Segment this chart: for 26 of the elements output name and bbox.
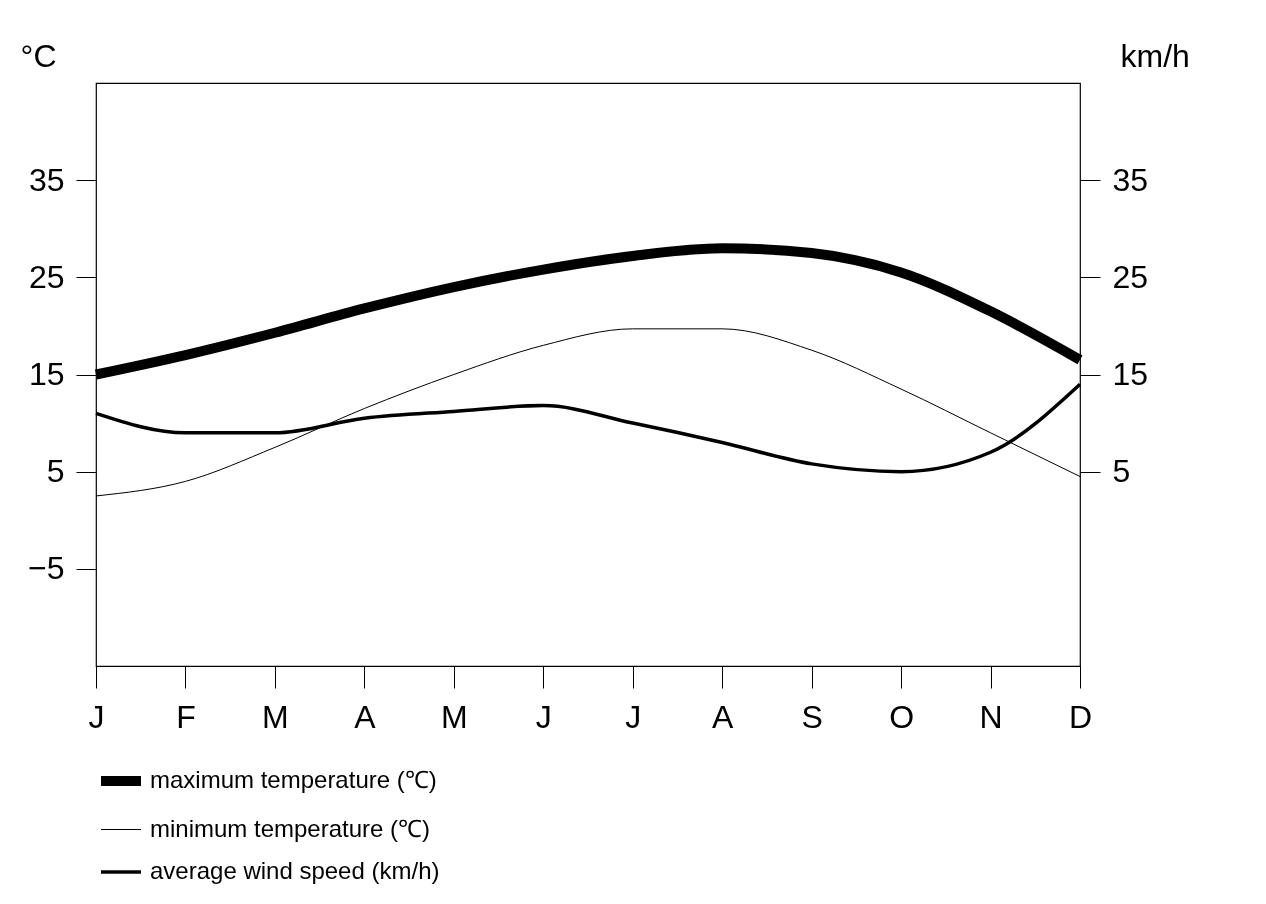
y2-tick-label: 15 bbox=[1112, 356, 1149, 392]
y2-axis-title: km/h bbox=[1120, 37, 1190, 74]
x-tick-label: M bbox=[262, 698, 289, 735]
x-tick-label: O bbox=[889, 698, 915, 735]
x-tick-label: A bbox=[712, 698, 735, 735]
y-tick-label: 25 bbox=[28, 258, 65, 295]
x-tick-label: M bbox=[440, 698, 468, 735]
y2-tick-label: 5 bbox=[1112, 453, 1131, 490]
x-tick-label: N bbox=[979, 698, 1003, 735]
x-tick-label: F bbox=[176, 698, 196, 735]
y-tick-label: 15 bbox=[28, 356, 65, 392]
legend-label: maximum temperature (℃) bbox=[150, 766, 437, 793]
legend-label: average wind speed (km/h) bbox=[150, 857, 440, 884]
x-tick-label: J bbox=[535, 698, 552, 735]
y2-tick-label: 35 bbox=[1112, 161, 1149, 198]
x-tick-label: A bbox=[354, 698, 377, 735]
x-tick-label: J bbox=[625, 698, 642, 735]
y-axis-title: °C bbox=[20, 37, 57, 74]
x-tick-label: D bbox=[1068, 698, 1093, 735]
y2-tick-label: 25 bbox=[1112, 258, 1149, 295]
x-tick-label: J bbox=[88, 698, 105, 735]
legend-label: minimum temperature (℃) bbox=[150, 814, 431, 842]
x-tick-label: S bbox=[801, 698, 823, 735]
y-tick-label: 35 bbox=[28, 161, 65, 198]
y-tick-label: −5 bbox=[28, 550, 65, 587]
y-tick-label: 5 bbox=[46, 453, 65, 490]
